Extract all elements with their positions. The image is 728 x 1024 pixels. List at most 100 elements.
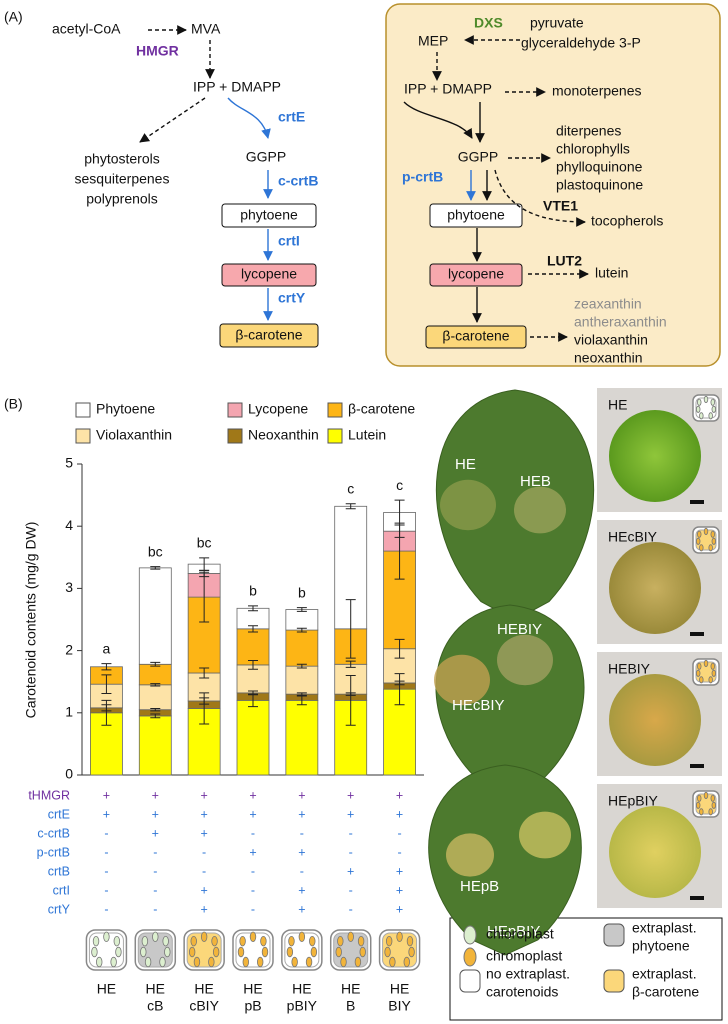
genotype-sign: -	[300, 826, 304, 840]
genotype-sign: -	[104, 826, 108, 840]
legend-swatch	[327, 428, 343, 444]
error-bar	[101, 663, 112, 671]
x-tick-label: HE	[146, 981, 165, 997]
metabolite: GGPP	[246, 149, 286, 165]
metabolite: MEP	[418, 33, 448, 49]
enzyme: LUT2	[547, 253, 582, 269]
genotype-sign: +	[152, 788, 159, 802]
plastid-icon	[288, 936, 295, 947]
metabolite: glyceraldehyde 3-P	[521, 35, 641, 51]
infiltration-spot	[514, 486, 566, 534]
plastid-icon	[711, 669, 717, 677]
genotype-sign: -	[153, 845, 157, 859]
metabolite: sesquiterpenes	[75, 171, 170, 187]
plastid-icon	[249, 931, 257, 943]
genotype-sign: +	[200, 826, 207, 840]
plastid-icon	[703, 659, 709, 667]
compound-box	[221, 263, 317, 287]
plastid-icon	[212, 946, 220, 958]
plastid-icon	[239, 936, 246, 947]
error-bar	[150, 566, 161, 570]
error-bar	[296, 627, 307, 633]
enzyme: crtY	[278, 290, 306, 306]
plastid-icon	[92, 936, 100, 947]
cell-label: HEpBIY	[608, 793, 658, 809]
legend-beta-carotene	[603, 969, 625, 993]
y-tick-label: 0	[65, 766, 73, 782]
enzyme: VTE1	[543, 198, 578, 214]
infiltration-spot	[519, 811, 571, 859]
legend-label: Phytoene	[96, 401, 155, 417]
metabolite: plastoquinone	[556, 177, 643, 193]
plastid-icon	[710, 398, 715, 406]
error-bar	[394, 638, 405, 659]
plastid-icon	[710, 530, 715, 538]
plastid-icon	[384, 946, 391, 958]
leaf-label: HE	[455, 456, 476, 473]
x-tick-label: cB	[147, 998, 163, 1014]
legend-phytoene	[603, 923, 625, 947]
significance-letter: b	[249, 583, 257, 599]
gene-label: crtI	[53, 883, 70, 897]
genotype-sign: -	[300, 864, 304, 878]
plastid-icon	[193, 956, 201, 968]
genotype-sign: -	[153, 883, 157, 897]
plastid-icon	[403, 956, 410, 968]
plastid-icon	[699, 412, 704, 420]
plastid-icon	[140, 946, 147, 958]
plastid-icon	[103, 931, 110, 943]
plastid-box	[385, 3, 721, 367]
legend-label: Neoxanthin	[248, 427, 319, 443]
enzyme: HMGR	[136, 43, 179, 59]
plastid-icon	[695, 669, 701, 677]
significance-letter: c	[347, 481, 354, 497]
metabolite: acetyl-CoA	[52, 21, 121, 37]
metabolite: β-carotene	[442, 328, 509, 344]
plastid-icon	[261, 946, 269, 958]
plastid-icon	[708, 412, 713, 420]
infiltration-spot	[434, 654, 490, 706]
compound-box	[219, 323, 319, 348]
metabolite: lycopene	[448, 266, 504, 282]
plastid-icon	[335, 946, 342, 958]
genotype-sign: -	[202, 845, 206, 859]
bar-segment	[285, 609, 319, 631]
plastid-icon	[115, 946, 122, 958]
protoplast	[609, 410, 701, 502]
plastid-icon	[164, 946, 171, 958]
leaf-label: HEcBIY	[452, 697, 505, 714]
genotype-sign: +	[103, 807, 110, 821]
significance-letter: a	[103, 640, 111, 656]
metabolite: diterpenes	[556, 123, 621, 139]
x-tick-label: HE	[97, 981, 116, 997]
compound-box	[425, 325, 527, 349]
legend-label: Lutein	[348, 427, 386, 443]
error-bar	[345, 674, 356, 726]
plastid-icon	[260, 936, 267, 947]
genotype-sign: -	[349, 826, 353, 840]
plastid-icon	[385, 936, 393, 947]
metabolite: phytosterols	[84, 151, 159, 167]
genotype-sign: +	[249, 788, 256, 802]
genotype-sign: -	[251, 902, 255, 916]
y-tick-label: 5	[65, 455, 73, 471]
plastid-icon	[699, 808, 704, 816]
genotype-sign: +	[103, 788, 110, 802]
plastid-icon	[286, 946, 294, 958]
error-bar	[296, 692, 307, 696]
plastid-icon	[697, 530, 702, 538]
plastid-icon	[242, 956, 249, 968]
infiltration-spot	[497, 634, 553, 686]
plastid-icon	[697, 794, 702, 802]
enzyme: crtI	[278, 233, 300, 249]
plastid-icon	[190, 936, 197, 947]
metabolite: GGPP	[458, 149, 498, 165]
significance-letter: bc	[148, 543, 163, 559]
plastid-icon	[699, 676, 704, 684]
legend-label: chloroplast	[486, 926, 554, 942]
arrow	[494, 169, 586, 227]
genotype-sign: +	[298, 902, 305, 916]
leaf-label: HEpB	[460, 878, 499, 895]
scale-bar	[690, 500, 704, 504]
